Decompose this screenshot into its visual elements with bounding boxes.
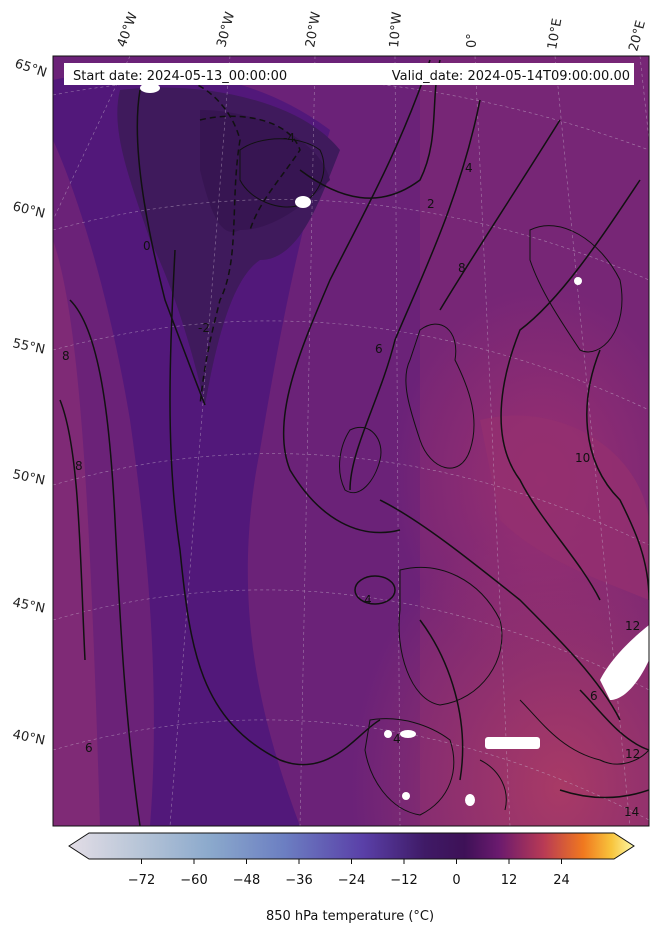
colorbar-tick-label: −60: [180, 873, 207, 888]
contour-label: 8: [458, 261, 466, 275]
lon-label-0: 0°: [465, 33, 480, 48]
coastlines: [239, 138, 649, 816]
start-date-label: Start date: 2024-05-13_00:00:00: [73, 69, 287, 84]
contour-label: 12: [625, 747, 640, 761]
colorbar-body: [68, 832, 635, 860]
lon-label-30w: 30°W: [214, 10, 238, 49]
contour-label: 8: [75, 459, 83, 473]
valid-date-label: Valid_date: 2024-05-14T09:00:00.00: [392, 69, 630, 84]
contours: [59, 59, 649, 826]
lon-label-20w: 20°W: [303, 11, 324, 49]
missing-data-patches: [140, 83, 649, 806]
contour-label: 10: [575, 451, 590, 465]
lat-label-60n: 60°N: [11, 199, 46, 221]
lat-label-55n: 55°N: [11, 336, 46, 357]
colorbar-tick-label: 0: [452, 873, 460, 888]
lat-label-50n: 50°N: [11, 467, 46, 488]
colorbar-tick-label: −12: [390, 873, 417, 888]
colorbar: −72 −60 −48 −36 −24 −12 0 12 24 850 hPa temperat…: [68, 832, 635, 924]
colorbar-tick-label: 12: [501, 873, 518, 888]
contour-label: 6: [85, 741, 93, 755]
colorbar-ticks: −72 −60 −48 −36 −24 −12 0 12 24: [128, 859, 570, 888]
colorbar-tick-label: −72: [128, 873, 155, 888]
header-band: [64, 63, 634, 85]
contour-label: 4: [364, 593, 372, 607]
contour-label: 6: [375, 342, 383, 356]
contour-label: 12: [625, 619, 640, 633]
contour-label: 6: [590, 689, 598, 703]
colorbar-label: 850 hPa temperature (°C): [266, 909, 434, 924]
temperature-field: [53, 56, 649, 826]
colorbar-tick-label: −48: [233, 873, 260, 888]
contour-label: 14: [624, 805, 639, 819]
lat-label-45n: 45°N: [11, 595, 46, 616]
lon-label-10w: 10°W: [387, 11, 405, 48]
lon-label-20e: 20°E: [626, 19, 649, 53]
colorbar-tick-label: 24: [553, 873, 570, 888]
contour-label: 4: [393, 732, 401, 746]
lon-label-10e: 10°E: [545, 17, 565, 50]
contour-label: 8: [62, 349, 70, 363]
colorbar-tick-label: −36: [285, 873, 312, 888]
lat-label-65n: 65°N: [13, 57, 49, 81]
map-frame: [52, 55, 650, 827]
contour-label: 2: [427, 197, 435, 211]
lon-label-40w: 40°W: [115, 10, 141, 49]
contour-label: 0: [143, 239, 151, 253]
contour-label: -4: [283, 131, 295, 145]
contour-label: 4: [465, 161, 473, 175]
contour-labels: -4 -2 0 2 4 6 8 10 12 14 4 8 8 6 6 12 4: [62, 131, 640, 819]
lat-label-40n: 40°N: [11, 727, 46, 748]
contour-label: -2: [198, 321, 210, 335]
colorbar-tick-label: −24: [338, 873, 365, 888]
